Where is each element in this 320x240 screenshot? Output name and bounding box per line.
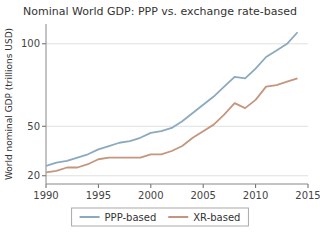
x-axis — [46, 184, 308, 185]
legend-label: PPP-based — [105, 212, 157, 223]
x-tick — [46, 184, 47, 188]
grid-line — [46, 126, 308, 127]
y-tick-label: 20 — [27, 170, 40, 181]
legend-label: XR-based — [193, 212, 240, 223]
y-tick — [42, 43, 46, 44]
chart: 20 50 100 1990 1995 2000 2005 2010 2015 Nominal W… — [0, 0, 320, 240]
line-series — [46, 78, 298, 172]
y-tick — [42, 126, 46, 127]
legend-swatch — [168, 216, 188, 218]
grid-line — [46, 175, 308, 176]
x-tick — [255, 184, 256, 188]
x-tick-label: 2000 — [138, 190, 163, 201]
grid-line — [46, 43, 308, 44]
x-tick — [308, 184, 309, 188]
plot-area — [46, 32, 298, 172]
y-tick — [42, 175, 46, 176]
x-tick — [150, 184, 151, 188]
y-tick-label: 100 — [21, 38, 40, 49]
legend-swatch — [80, 216, 100, 218]
legend-box — [72, 208, 249, 226]
y-axis-label: World nominal GDP (trillions USD) — [4, 28, 14, 180]
x-tick-label: 1995 — [86, 190, 111, 201]
x-tick-label: 2010 — [243, 190, 268, 201]
y-axis — [46, 24, 47, 184]
legend: PPP-based XR-based — [72, 208, 249, 226]
line-series — [46, 32, 298, 166]
x-tick-label: 1990 — [33, 190, 58, 201]
x-tick — [203, 184, 204, 188]
x-tick — [98, 184, 99, 188]
x-tick-label: 2005 — [190, 190, 215, 201]
title: Nominal World GDP: PPP vs. exchange rate… — [23, 5, 297, 18]
x-tick-label: 2015 — [295, 190, 320, 201]
y-tick-label: 50 — [27, 121, 40, 132]
